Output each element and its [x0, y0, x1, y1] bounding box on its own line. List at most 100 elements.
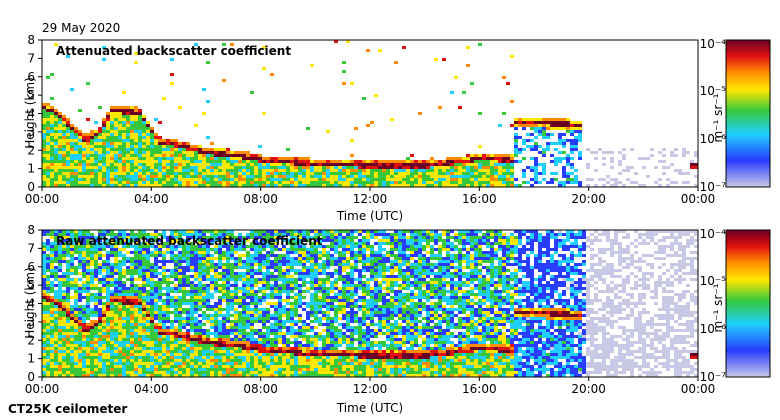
- backscatter-cell: [110, 169, 114, 172]
- backscatter-cell: [42, 269, 46, 272]
- backscatter-cell: [182, 356, 186, 359]
- backscatter-cell: [54, 260, 58, 263]
- backscatter-cell: [278, 175, 282, 178]
- backscatter-cell: [158, 344, 162, 347]
- backscatter-cell: [82, 169, 86, 172]
- backscatter-cell: [206, 272, 210, 275]
- backscatter-cell: [274, 166, 278, 169]
- backscatter-cell: [182, 142, 186, 145]
- backscatter-cell: [166, 139, 170, 142]
- backscatter-cell: [134, 284, 138, 287]
- backscatter-cell: [266, 332, 270, 335]
- backscatter-cell: [190, 178, 194, 181]
- backscatter-cell: [162, 302, 166, 305]
- backscatter-cell: [106, 287, 110, 290]
- backscatter-cell: [238, 260, 242, 263]
- backscatter-cell: [46, 145, 50, 148]
- backscatter-cell: [206, 287, 210, 290]
- backscatter-cell: [458, 181, 462, 184]
- backscatter-cell: [118, 302, 122, 305]
- backscatter-cell: [450, 172, 454, 175]
- backscatter-cell: [478, 175, 482, 178]
- backscatter-cell: [106, 145, 110, 148]
- colorbar: [725, 39, 771, 188]
- backscatter-cell: [570, 145, 574, 148]
- backscatter-cell: [606, 151, 610, 154]
- backscatter-cell: [218, 284, 222, 287]
- backscatter-cell: [166, 344, 170, 347]
- backscatter-cell: [366, 160, 370, 163]
- backscatter-cell: [182, 184, 186, 187]
- backscatter-cell: [174, 169, 178, 172]
- backscatter-cell: [66, 356, 70, 359]
- y-tick-label: 7: [27, 51, 35, 65]
- backscatter-cell: [270, 178, 274, 181]
- backscatter-cell: [290, 175, 294, 178]
- backscatter-cell: [430, 157, 434, 160]
- backscatter-cell: [190, 314, 194, 317]
- backscatter-cell: [206, 362, 210, 365]
- backscatter-cell: [514, 118, 518, 121]
- backscatter-cell: [338, 172, 342, 175]
- backscatter-cell: [126, 109, 130, 112]
- backscatter-cell: [506, 184, 510, 187]
- backscatter-cell: [170, 341, 174, 344]
- backscatter-cell: [58, 242, 62, 245]
- backscatter-cell: [70, 242, 74, 245]
- backscatter-cell: [106, 269, 110, 272]
- backscatter-cell: [202, 353, 206, 356]
- backscatter-cell: [78, 175, 82, 178]
- backscatter-cell: [490, 160, 494, 163]
- backscatter-cell: [242, 236, 246, 239]
- backscatter-cell: [530, 118, 534, 121]
- backscatter-cell: [226, 308, 230, 311]
- backscatter-cell: [122, 239, 126, 242]
- backscatter-cell: [626, 169, 630, 172]
- backscatter-cell: [402, 184, 406, 187]
- backscatter-cell: [622, 148, 626, 151]
- backscatter-cell: [250, 290, 254, 293]
- backscatter-cell: [82, 142, 86, 145]
- backscatter-cell: [170, 326, 174, 329]
- backscatter-cell: [250, 166, 254, 169]
- backscatter-cell: [62, 184, 66, 187]
- backscatter-cell: [134, 344, 138, 347]
- backscatter-cell: [242, 305, 246, 308]
- backscatter-cell: [122, 184, 126, 187]
- backscatter-cell: [306, 181, 310, 184]
- backscatter-cell: [114, 251, 118, 254]
- backscatter-cell: [182, 145, 186, 148]
- backscatter-cell: [94, 157, 98, 160]
- backscatter-cell: [394, 163, 398, 166]
- backscatter-cell: [266, 296, 270, 299]
- backscatter-cell: [226, 151, 230, 154]
- backscatter-cell: [330, 166, 334, 169]
- backscatter-cell: [78, 308, 82, 311]
- backscatter-cell: [126, 365, 130, 368]
- backscatter-cell: [202, 178, 206, 181]
- backscatter-cell: [42, 287, 46, 290]
- backscatter-cell: [526, 133, 530, 136]
- backscatter-cell: [118, 344, 122, 347]
- backscatter-cell: [118, 362, 122, 365]
- backscatter-cell: [130, 287, 134, 290]
- backscatter-cell: [118, 160, 122, 163]
- backscatter-cell: [306, 178, 310, 181]
- backscatter-cell: [106, 257, 110, 260]
- backscatter-cell: [162, 317, 166, 320]
- backscatter-cell: [274, 308, 278, 311]
- backscatter-cell: [122, 106, 126, 109]
- backscatter-cell: [250, 368, 254, 371]
- backscatter-cell: [450, 184, 454, 187]
- backscatter-cell: [586, 148, 590, 151]
- backscatter-cell: [350, 175, 354, 178]
- backscatter-cell: [206, 160, 210, 163]
- backscatter-cell: [106, 299, 110, 302]
- backscatter-cell: [174, 350, 178, 353]
- backscatter-cell: [198, 275, 202, 278]
- backscatter-cell: [202, 112, 206, 115]
- backscatter-cell: [246, 178, 250, 181]
- backscatter-cell: [574, 169, 578, 172]
- backscatter-cell: [110, 338, 114, 341]
- backscatter-cell: [258, 362, 262, 365]
